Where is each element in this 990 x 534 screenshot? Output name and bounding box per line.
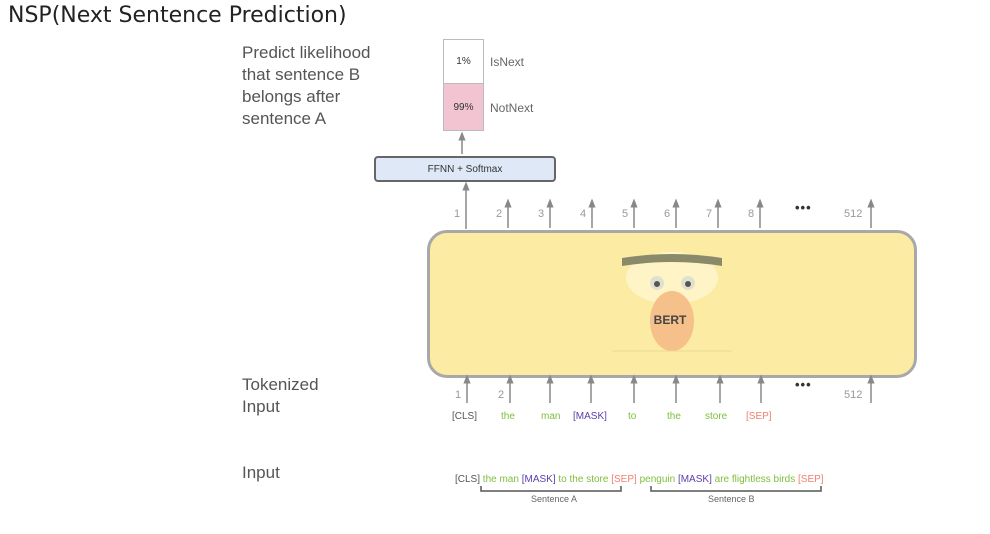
token-3: [MASK] bbox=[573, 411, 607, 422]
bert-label: BERT bbox=[653, 313, 687, 327]
seq-cls: [CLS] bbox=[455, 474, 481, 485]
output-position-number: 2 bbox=[496, 208, 503, 220]
output-ellipsis: ••• bbox=[795, 200, 812, 215]
output-position-number: 5 bbox=[622, 208, 629, 220]
input-label: Input bbox=[242, 463, 280, 482]
notnext-label: NotNext bbox=[490, 101, 534, 115]
seq-sentence-b-rest: are flightless birds bbox=[714, 474, 796, 485]
token-6: store bbox=[705, 411, 728, 422]
token-5: the bbox=[667, 411, 681, 422]
input-position-number: 512 bbox=[844, 389, 863, 401]
page-title: NSP(Next Sentence Prediction) bbox=[8, 3, 347, 28]
ffnn-label: FFNN + Softmax bbox=[427, 163, 503, 175]
output-position-number: 7 bbox=[706, 208, 713, 220]
token-4: to bbox=[628, 411, 637, 422]
output-position-number: 1 bbox=[454, 208, 461, 220]
output-position-number: 4 bbox=[580, 208, 587, 220]
notnext-probability: 99% bbox=[453, 101, 474, 113]
output-position-number: 6 bbox=[664, 208, 671, 220]
output-arrows bbox=[504, 198, 875, 228]
token-2: man bbox=[541, 411, 561, 422]
input-ellipsis: ••• bbox=[795, 377, 812, 392]
bert-mascot-icon bbox=[612, 252, 732, 352]
isnext-probability-box: 1% bbox=[443, 39, 484, 84]
tokenized-input-label: Tokenized Input bbox=[242, 375, 319, 416]
input-position-number: 1 bbox=[455, 389, 462, 401]
notnext-probability-box: 99% bbox=[443, 84, 484, 131]
output-position-number: 512 bbox=[844, 208, 863, 220]
seq-sep-a: [SEP] bbox=[611, 474, 637, 485]
predict-label: Predict likelihood that sentence B belon… bbox=[242, 43, 371, 128]
sentence-a-brace bbox=[480, 486, 622, 492]
output-position-number: 8 bbox=[748, 208, 755, 220]
sentence-a-label: Sentence A bbox=[531, 494, 578, 504]
seq-mask-a: [MASK] bbox=[521, 474, 556, 485]
ffnn-softmax-box: FFNN + Softmax bbox=[374, 156, 556, 182]
seq-mask-b: [MASK] bbox=[677, 474, 712, 485]
seq-sentence-a-rest: to the store bbox=[558, 474, 609, 485]
token-1: the bbox=[501, 411, 515, 422]
token-7: [SEP] bbox=[746, 411, 772, 422]
seq-sentence-b: penguin bbox=[639, 474, 676, 485]
input-arrows bbox=[463, 374, 875, 403]
sentence-b-label: Sentence B bbox=[708, 494, 755, 504]
sentence-b-brace bbox=[650, 486, 822, 492]
input-sequence: [CLS] the man [MASK] to the store [SEP] … bbox=[455, 474, 824, 485]
seq-sep-b: [SEP] bbox=[798, 474, 824, 485]
output-position-number: 3 bbox=[538, 208, 545, 220]
isnext-probability: 1% bbox=[456, 56, 471, 67]
isnext-label: IsNext bbox=[490, 55, 525, 69]
seq-sentence-a: the man bbox=[482, 474, 519, 485]
input-position-number: 2 bbox=[498, 389, 505, 401]
token-0: [CLS] bbox=[452, 411, 478, 422]
